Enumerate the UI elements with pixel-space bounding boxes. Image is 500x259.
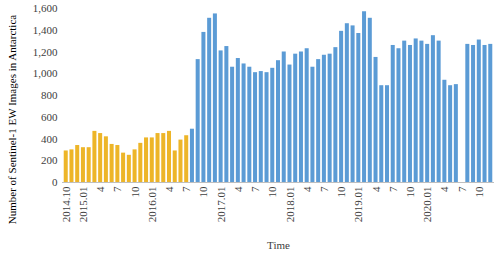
svg-text:2017.01: 2017.01 [215,187,227,223]
svg-text:10: 10 [335,186,347,198]
svg-text:600: 600 [41,111,58,123]
svg-text:800: 800 [41,89,58,101]
svg-text:4: 4 [163,186,175,192]
svg-text:400: 400 [41,133,58,145]
svg-text:4: 4 [438,186,450,192]
svg-text:1,200: 1,200 [33,46,58,58]
svg-text:2019.01: 2019.01 [352,187,364,223]
svg-text:2015.01: 2015.01 [77,187,89,223]
svg-text:2018.01: 2018.01 [283,187,295,223]
svg-text:200: 200 [41,154,58,166]
svg-text:10: 10 [404,186,416,198]
svg-text:7: 7 [180,186,192,192]
svg-text:10: 10 [129,186,141,198]
svg-text:7: 7 [456,186,468,192]
svg-text:4: 4 [232,186,244,192]
svg-text:1,600: 1,600 [33,2,58,14]
svg-text:0: 0 [52,176,58,188]
svg-text:2016.01: 2016.01 [146,187,158,223]
svg-text:7: 7 [111,186,123,192]
svg-text:4: 4 [94,186,106,192]
svg-text:1,000: 1,000 [33,67,58,79]
svg-text:Number of Sentinel-1 EW Images: Number of Sentinel-1 EW Images in Antarc… [6,15,18,224]
svg-text:4: 4 [370,186,382,192]
svg-text:7: 7 [318,186,330,192]
svg-text:2014.10: 2014.10 [60,186,72,222]
svg-text:7: 7 [249,186,261,192]
svg-text:1,400: 1,400 [33,24,58,36]
svg-text:10: 10 [473,186,485,198]
svg-text:10: 10 [197,186,209,198]
svg-text:10: 10 [266,186,278,198]
svg-text:2020.01: 2020.01 [421,187,433,223]
svg-text:4: 4 [301,186,313,192]
svg-text:7: 7 [387,186,399,192]
svg-text:Time: Time [267,239,290,251]
